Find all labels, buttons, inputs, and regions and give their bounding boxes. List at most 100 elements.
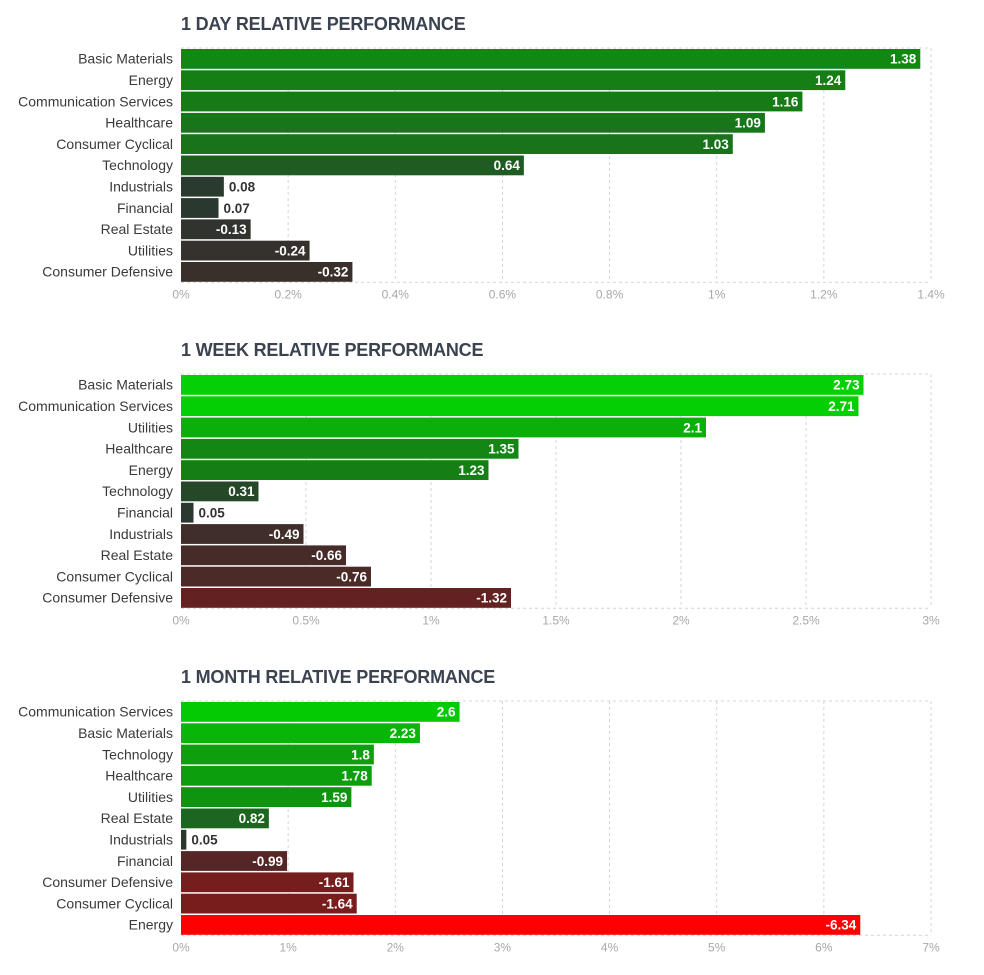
chart-1-month: 1 MONTH RELATIVE PERFORMANCE 0% 1% 2% 3% 4% 5…: [0, 667, 984, 967]
x-tick-label: 2%: [672, 613, 690, 627]
chart-1-day-plot: 0% 0.2% 0.4% 0.6% 0.8% 1% 1.2% 1.4% Basic Materi…: [18, 47, 945, 301]
category-label: Financial: [117, 200, 173, 216]
category-label: Energy: [129, 462, 173, 478]
x-tick-label: 2.5%: [792, 613, 820, 627]
category-label: Communication Services: [18, 93, 173, 109]
x-tick-label: 0.8%: [596, 287, 624, 301]
category-label: Utilities: [128, 789, 173, 805]
data-label: 2.23: [390, 726, 417, 741]
category-label: Financial: [117, 853, 173, 869]
category-label: Utilities: [128, 242, 173, 258]
chart-1-day: 1 DAY RELATIVE PERFORMANCE 0% 0.2% 0.4% 0.6…: [0, 14, 984, 314]
x-tick-label: 0%: [172, 940, 190, 954]
bar: [181, 396, 859, 417]
bar: [181, 744, 374, 765]
bar: [181, 481, 259, 502]
x-tick-label: 3%: [494, 940, 512, 954]
bar: [181, 851, 288, 871]
bar: [181, 765, 372, 786]
bar: [181, 240, 310, 261]
category-label: Consumer Defensive: [42, 590, 173, 606]
data-label: 0.08: [229, 179, 256, 194]
category-label: Real Estate: [101, 221, 174, 237]
data-label: -1.64: [322, 896, 353, 911]
x-tick-label: 1.4%: [917, 287, 945, 301]
category-label: Industrials: [109, 526, 173, 542]
category-label: Financial: [117, 504, 173, 520]
bar: [181, 70, 846, 91]
data-label: 1.35: [488, 442, 515, 457]
data-label: 0.05: [199, 505, 226, 520]
x-tick-label: 3%: [922, 613, 940, 627]
x-tick-label: 0.4%: [382, 287, 410, 301]
category-label: Consumer Cyclical: [56, 136, 173, 152]
bar: [181, 502, 194, 523]
data-label: 0.07: [224, 201, 250, 216]
x-tick-label: 5%: [708, 940, 726, 954]
data-label: 1.59: [321, 790, 347, 805]
bar: [181, 566, 371, 587]
data-label: 1.8: [351, 747, 370, 762]
x-tick-label: 0.6%: [489, 287, 517, 301]
bar: [181, 893, 357, 914]
category-label: Technology: [102, 157, 173, 173]
data-label: 1.09: [735, 116, 761, 131]
category-label: Consumer Defensive: [42, 264, 173, 280]
x-tick-label: 0%: [172, 287, 190, 301]
category-label: Utilities: [128, 419, 173, 435]
bar: [181, 588, 511, 608]
data-label: 0.31: [228, 484, 255, 499]
category-label: Communication Services: [18, 704, 173, 720]
bar: [181, 438, 519, 459]
x-tick-label: 1%: [279, 940, 297, 954]
category-label: Consumer Cyclical: [56, 568, 173, 584]
category-label: Real Estate: [101, 547, 174, 563]
data-label: 2.1: [683, 420, 702, 435]
data-label: -0.99: [252, 854, 283, 869]
chart-title: 1 MONTH RELATIVE PERFORMANCE: [181, 667, 496, 687]
data-label: -0.76: [336, 569, 367, 584]
category-label: Industrials: [109, 831, 173, 847]
bar: [181, 702, 460, 722]
bar: [181, 112, 765, 133]
bar: [181, 460, 489, 480]
bar: [181, 219, 251, 240]
category-label: Consumer Defensive: [42, 874, 173, 890]
x-tick-label: 6%: [815, 940, 833, 954]
data-label: -0.49: [269, 527, 300, 542]
bar: [181, 787, 352, 807]
bar: [181, 262, 353, 282]
chart-1-month-plot: 0% 1% 2% 3% 4% 5% 6% 7% Communication Services 2.…: [18, 700, 940, 954]
category-label: Technology: [102, 746, 173, 762]
category-label: Energy: [129, 917, 173, 933]
bar: [181, 723, 420, 744]
data-label: -1.61: [319, 875, 350, 890]
data-label: 0.82: [239, 811, 265, 826]
bar: [181, 176, 224, 197]
category-label: Industrials: [109, 178, 173, 194]
bar: [181, 545, 346, 566]
category-label: Basic Materials: [78, 725, 173, 741]
chart-title: 1 DAY RELATIVE PERFORMANCE: [181, 14, 466, 34]
data-label: 1.03: [703, 137, 730, 152]
data-label: 0.64: [494, 158, 521, 173]
x-tick-label: 4%: [601, 940, 619, 954]
bar: [181, 91, 803, 112]
x-tick-label: 1%: [422, 613, 440, 627]
data-label: 0.05: [191, 832, 218, 847]
x-tick-label: 1.5%: [542, 613, 570, 627]
category-label: Technology: [102, 483, 173, 499]
chart-1-week: 1 WEEK RELATIVE PERFORMANCE 0% 0.5% 1% 1.5%…: [0, 340, 984, 640]
data-label: -0.32: [318, 265, 349, 280]
x-tick-label: 0.5%: [292, 613, 320, 627]
data-label: -6.34: [826, 918, 857, 933]
data-label: 1.78: [341, 769, 368, 784]
category-label: Healthcare: [105, 115, 173, 131]
x-tick-label: 1%: [708, 287, 726, 301]
x-tick-label: 2%: [387, 940, 405, 954]
x-tick-label: 0.2%: [274, 287, 302, 301]
chart-1-week-plot: 0% 0.5% 1% 1.5% 2% 2.5% 3% Basic Materials 2.73 C…: [18, 373, 940, 627]
chart-title: 1 WEEK RELATIVE PERFORMANCE: [181, 340, 484, 360]
category-label: Basic Materials: [78, 377, 173, 393]
category-label: Real Estate: [101, 810, 174, 826]
